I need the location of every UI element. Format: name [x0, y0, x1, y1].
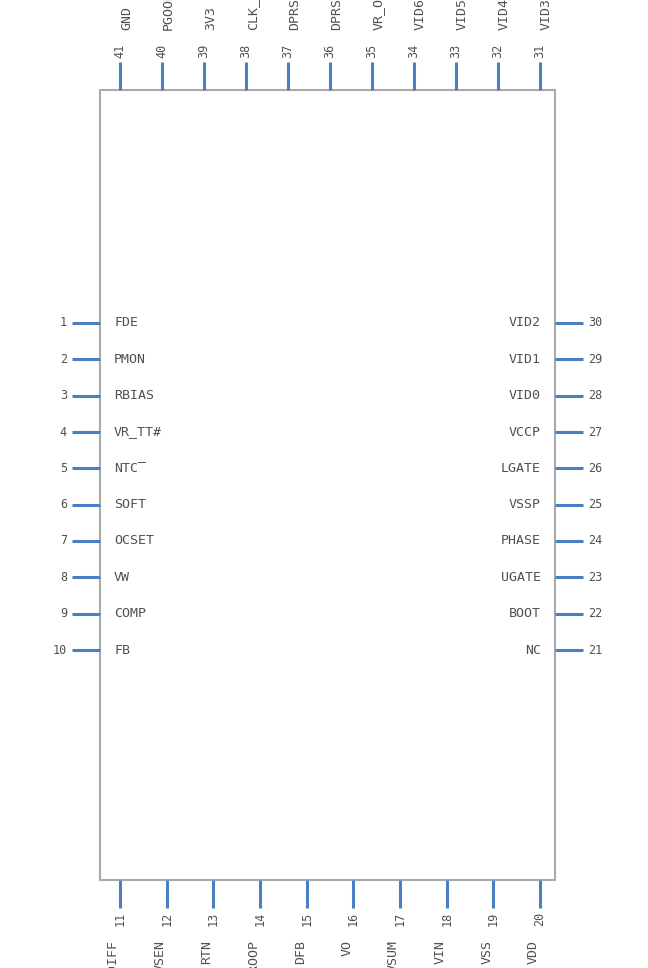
Text: 41: 41: [113, 44, 126, 58]
Text: VR_ON: VR_ON: [372, 0, 385, 30]
Text: FB: FB: [114, 644, 130, 656]
Text: 34: 34: [408, 44, 421, 58]
Text: DPRSLPVR: DPRSLPVR: [330, 0, 343, 30]
Text: OCSET: OCSET: [114, 534, 154, 548]
Text: 7: 7: [60, 534, 67, 548]
Text: 35: 35: [365, 44, 378, 58]
Text: 38: 38: [240, 44, 253, 58]
Text: VID2: VID2: [509, 317, 541, 329]
Text: VDIFF: VDIFF: [107, 940, 120, 968]
Text: VID5: VID5: [456, 0, 469, 30]
Text: CLK_EN: CLK_EN: [246, 0, 259, 30]
Text: 2: 2: [60, 352, 67, 366]
Text: 26: 26: [588, 462, 602, 475]
Text: VID6: VID6: [414, 0, 427, 30]
Text: PGOOD: PGOOD: [162, 0, 175, 30]
Text: 37: 37: [281, 44, 294, 58]
Text: VID4: VID4: [498, 0, 511, 30]
Text: 17: 17: [393, 912, 406, 926]
Text: VSUM: VSUM: [387, 940, 400, 968]
Text: 9: 9: [60, 607, 67, 620]
Text: 15: 15: [300, 912, 313, 926]
Text: PHASE: PHASE: [501, 534, 541, 548]
Text: VSSP: VSSP: [509, 499, 541, 511]
Text: 11: 11: [113, 912, 126, 926]
Text: 3: 3: [60, 389, 67, 402]
Text: 23: 23: [588, 571, 602, 584]
Text: 14: 14: [253, 912, 266, 926]
Text: 36: 36: [323, 44, 336, 58]
Text: 10: 10: [52, 644, 67, 656]
Text: PMON: PMON: [114, 352, 146, 366]
Text: DROOP: DROOP: [247, 940, 260, 968]
Text: 22: 22: [588, 607, 602, 620]
Bar: [100, 90, 555, 880]
Text: VDD: VDD: [527, 940, 540, 964]
Text: BOOT: BOOT: [509, 607, 541, 620]
Text: 6: 6: [60, 499, 67, 511]
Text: 27: 27: [588, 426, 602, 439]
Text: RTN: RTN: [200, 940, 213, 964]
Text: 31: 31: [533, 44, 546, 58]
Text: VCCP: VCCP: [509, 426, 541, 439]
Text: DPRST#: DPRST#: [288, 0, 301, 30]
Text: 5: 5: [60, 462, 67, 475]
Text: VW: VW: [114, 571, 130, 584]
Text: VID3: VID3: [540, 0, 553, 30]
Text: COMP: COMP: [114, 607, 146, 620]
Text: 19: 19: [487, 912, 500, 926]
Text: VSS: VSS: [480, 940, 493, 964]
Text: 32: 32: [491, 44, 505, 58]
Text: 20: 20: [533, 912, 546, 926]
Text: SOFT: SOFT: [114, 499, 146, 511]
Text: VID0: VID0: [509, 389, 541, 402]
Text: 13: 13: [207, 912, 220, 926]
Text: UGATE: UGATE: [501, 571, 541, 584]
Text: 25: 25: [588, 499, 602, 511]
Text: 4: 4: [60, 426, 67, 439]
Text: 1: 1: [60, 317, 67, 329]
Text: 30: 30: [588, 317, 602, 329]
Text: 21: 21: [588, 644, 602, 656]
Text: VID1: VID1: [509, 352, 541, 366]
Text: VO: VO: [340, 940, 353, 956]
Text: VSEN: VSEN: [154, 940, 167, 968]
Text: 39: 39: [198, 44, 211, 58]
Text: 3V3: 3V3: [204, 6, 217, 30]
Text: 24: 24: [588, 534, 602, 548]
Text: DFB: DFB: [294, 940, 307, 964]
Text: VIN: VIN: [434, 940, 446, 964]
Text: RBIAS: RBIAS: [114, 389, 154, 402]
Text: GND: GND: [120, 6, 133, 30]
Text: 12: 12: [160, 912, 173, 926]
Text: NTC̅: NTC̅: [114, 462, 146, 475]
Text: NC: NC: [525, 644, 541, 656]
Text: 16: 16: [347, 912, 360, 926]
Text: 18: 18: [440, 912, 453, 926]
Text: 28: 28: [588, 389, 602, 402]
Text: 8: 8: [60, 571, 67, 584]
Text: 33: 33: [450, 44, 463, 58]
Text: VR_TT#: VR_TT#: [114, 426, 162, 439]
Text: LGATE: LGATE: [501, 462, 541, 475]
Text: 29: 29: [588, 352, 602, 366]
Text: 40: 40: [156, 44, 168, 58]
Text: FDE: FDE: [114, 317, 138, 329]
